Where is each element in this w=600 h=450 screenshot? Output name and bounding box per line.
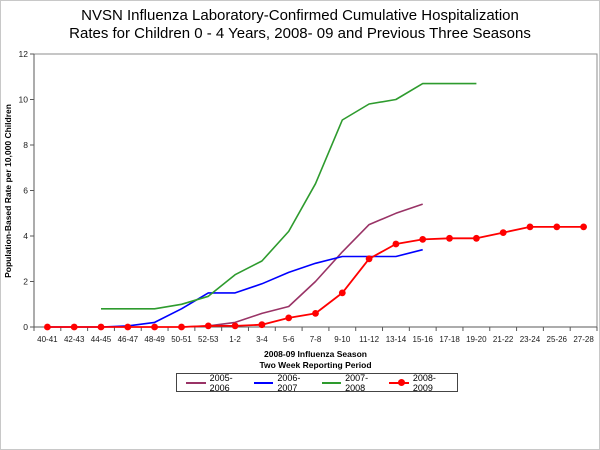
legend-line-sample-2005-2006 [186,381,206,384]
x-axis-tick-label: 48-49 [144,335,165,344]
legend-line-sample-2007-2008 [321,381,342,384]
x-axis-tick-label: 50-51 [171,335,192,344]
series-marker-2008-2009 [365,255,373,263]
series-marker-2008-2009 [473,234,480,242]
x-axis-tick-label: 17-18 [439,335,460,344]
legend-label-2008-2009: 2008-2009 [412,372,436,393]
legend-marker-dot [398,378,406,386]
chart-title-line1: NVSN Influenza Laboratory-Confirmed Cumu… [81,7,519,24]
series-marker-2008-2009 [285,314,293,322]
x-axis-tick-label: 42-43 [64,335,85,344]
legend-label-2006-2007: 2006-2007 [277,372,301,393]
legend-entry-2005-2006: 2005-2006 [186,373,245,393]
y-axis-tick-label: 10 [19,95,29,105]
series-marker-2008-2009 [204,322,212,330]
x-axis-tick-label: 7-8 [310,335,322,344]
y-axis-tick-label: 8 [23,140,28,150]
y-axis-tick-label: 4 [23,231,28,241]
series-marker-2008-2009 [499,229,507,237]
x-axis-tick-label: 5-6 [283,335,295,344]
y-axis-tick-label: 0 [23,322,28,332]
x-axis-tick-label: 11-12 [359,335,379,344]
y-axis-tick-label: 12 [19,49,29,59]
y-axis-title: Population-Based Rate per 10,000 Childre… [3,104,13,278]
series-marker-2008-2009 [312,310,319,317]
series-marker-2008-2009 [70,323,78,331]
legend: 2005-2006 2006-2007 2007-2008 2008-2009 [176,372,458,393]
legend-label-2005-2006: 2005-2006 [209,372,233,393]
series-marker-2008-2009 [97,323,105,331]
legend-label-2007-2008: 2007-2008 [345,372,369,393]
x-axis-tick-label: 40-41 [37,335,58,344]
series-marker-2008-2009 [392,240,400,248]
x-axis-tick-label: 3-4 [256,335,268,344]
x-axis-tick-label: 21-22 [493,335,514,344]
x-axis-tick-label: 46-47 [118,335,139,344]
series-marker-2008-2009 [124,323,132,331]
series-marker-2008-2009 [553,223,561,231]
plot-frame [33,53,598,328]
x-axis-tick-label: 25-26 [547,335,568,344]
legend-line-sample-2006-2007 [253,381,274,384]
legend-entry-2008-2009: 2008-2009 [389,373,448,393]
x-axis-tick-label: 52-53 [198,335,219,344]
series-marker-2008-2009 [178,323,185,331]
x-axis-tick-label: 27-28 [573,335,594,344]
x-axis-title-line1: 2008-09 Influenza Season [264,349,367,359]
chart-title: NVSN Influenza Laboratory-Confirmed Cumu… [1,7,599,43]
x-axis-tick-label: 19-20 [466,335,487,344]
series-marker-2008-2009 [526,223,534,231]
series-marker-2008-2009 [151,323,159,331]
series-marker-2008-2009 [338,289,346,297]
x-axis-title-line2: Two Week Reporting Period [259,360,371,370]
chart-title-line2: Rates for Children 0 - 4 Years, 2008- 09… [69,25,531,42]
x-axis-tick-label: 15-16 [413,335,434,344]
series-marker-2008-2009 [258,321,266,329]
series-marker-2008-2009 [419,236,427,243]
legend-entry-2007-2008: 2007-2008 [321,372,381,393]
x-axis-tick-label: 13-14 [386,335,407,344]
series-marker-2008-2009 [231,322,239,330]
series-line-2005-2006 [181,203,423,328]
x-axis-tick-label: 23-24 [520,335,541,344]
series-marker-2008-2009 [446,234,453,242]
series-line-2007-2008 [101,82,477,310]
legend-entry-2006-2007: 2006-2007 [253,372,313,393]
series-marker-2008-2009 [44,323,51,331]
series-marker-2008-2009 [580,223,587,231]
x-axis-tick-label: 44-45 [91,335,112,344]
y-axis-tick-label: 6 [23,186,28,196]
x-axis-tick-label: 9-10 [334,335,351,344]
legend-line-sample-2008-2009 [389,378,409,386]
y-axis-tick-label: 2 [23,277,28,287]
x-axis-tick-label: 1-2 [229,335,241,344]
